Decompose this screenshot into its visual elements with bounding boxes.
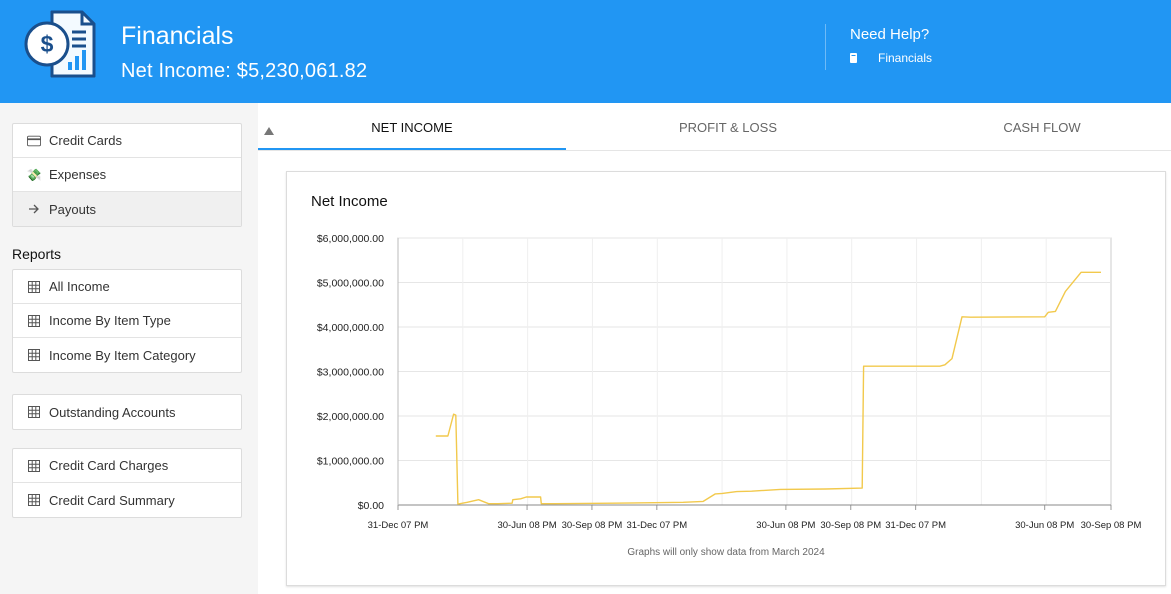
- y-tick-label: $5,000,000.00: [317, 278, 384, 290]
- credit-card-icon: [27, 134, 41, 148]
- tab-profit-loss[interactable]: PROFIT & LOSS: [678, 119, 777, 135]
- sidebar-item-label: All Income: [49, 279, 110, 294]
- sidebar-item-expenses[interactable]: 💸 Expenses: [13, 158, 241, 192]
- arrow-right-icon: [27, 202, 41, 216]
- y-tick-label: $0.00: [358, 500, 384, 512]
- reports-heading: Reports: [12, 246, 62, 262]
- sidebar-item-credit-cards[interactable]: Credit Cards: [13, 124, 241, 158]
- help-link-financials[interactable]: Financials: [850, 51, 932, 65]
- sidebar-item-credit-card-charges[interactable]: Credit Card Charges: [13, 449, 241, 483]
- net-income-chart: $0.00 $1,000,000.00 $2,000,000.00 $3,000,00…: [317, 233, 1142, 531]
- header-divider: [825, 24, 826, 70]
- series-line-net-income: [435, 271, 1101, 505]
- x-tick-label: 31-Dec 07 PM: [368, 520, 429, 531]
- help-title: Need Help?: [850, 26, 930, 43]
- page-title: Financials: [121, 22, 234, 50]
- grid-icon: [27, 280, 41, 294]
- sidebar-nav-group: Credit Cards 💸 Expenses Payouts: [12, 123, 242, 227]
- y-tick-label: $6,000,000.00: [317, 233, 384, 245]
- grid-icon: [27, 459, 41, 473]
- sidebar-item-label: Expenses: [49, 167, 107, 182]
- x-tick-label: 30-Sep 08 PM: [820, 520, 881, 531]
- expenses-icon: 💸: [26, 167, 42, 182]
- tab-net-income[interactable]: NET INCOME: [371, 119, 453, 135]
- grid-icon: [27, 405, 41, 419]
- x-tick-label: 31-Dec 07 PM: [626, 520, 687, 531]
- sidebar-item-income-by-item-category[interactable]: Income By Item Category: [13, 338, 241, 372]
- report-tabs: NET INCOME PROFIT & LOSS CASH FLOW: [258, 103, 1171, 151]
- y-tick-label: $4,000,000.00: [317, 322, 384, 334]
- x-tick-label: 31-Dec 07 PM: [885, 520, 946, 531]
- x-tick-label: 30-Jun 08 PM: [756, 520, 815, 531]
- grid-icon: [27, 314, 41, 328]
- sidebar-item-income-by-item-type[interactable]: Income By Item Type: [13, 304, 241, 338]
- sidebar-item-label: Credit Cards: [49, 133, 122, 148]
- sidebar-item-all-income[interactable]: All Income: [13, 270, 241, 304]
- sidebar-item-label: Payouts: [49, 201, 96, 217]
- tab-cash-flow[interactable]: CASH FLOW: [1003, 119, 1081, 135]
- credit-card-reports-group: Credit Card Charges Credit Card Summary: [12, 448, 242, 518]
- financials-document-icon: $: [24, 10, 96, 78]
- sidebar-item-label: Income By Item Type: [49, 313, 171, 328]
- x-tick-label: 30-Sep 08 PM: [1081, 520, 1142, 531]
- chart-note: Graphs will only show data from March 20…: [627, 547, 825, 558]
- sidebar-item-label: Credit Card Charges: [49, 458, 169, 473]
- x-tick-label: 30-Sep 08 PM: [562, 520, 623, 531]
- y-tick-label: $2,000,000.00: [317, 411, 384, 423]
- svg-text:$: $: [41, 31, 54, 57]
- x-tick-label: 30-Jun 08 PM: [497, 520, 556, 531]
- sidebar-item-credit-card-summary[interactable]: Credit Card Summary: [13, 483, 241, 517]
- reports-group: All Income Income By Item Type Income By…: [12, 269, 242, 373]
- sidebar-item-label: Income By Item Category: [49, 347, 196, 363]
- y-tick-label: $3,000,000.00: [317, 367, 384, 379]
- accounts-group: Outstanding Accounts: [12, 394, 242, 430]
- book-icon: [850, 53, 857, 63]
- net-income-summary: Net Income: $5,230,061.82: [121, 60, 368, 82]
- net-income-card: Net Income $0.00 $1,000,000.00 $2,000,000.…: [286, 171, 1166, 586]
- sidebar-item-label: Outstanding Accounts: [49, 404, 176, 420]
- app-header: $ Financials Net Income: $5,230,061.82 N…: [0, 0, 1171, 103]
- help-link-label: Financials: [878, 51, 933, 65]
- sidebar: Credit Cards 💸 Expenses Payouts Reports …: [0, 103, 258, 594]
- x-tick-label: 30-Jun 08 PM: [1015, 520, 1074, 531]
- grid-icon: [27, 348, 41, 362]
- collapse-sidebar-icon[interactable]: [263, 126, 275, 136]
- card-title: Net Income: [311, 193, 388, 210]
- sidebar-item-label: Credit Card Summary: [49, 492, 175, 508]
- sidebar-item-payouts[interactable]: Payouts: [13, 192, 241, 226]
- active-tab-indicator: [258, 148, 566, 150]
- sidebar-item-outstanding-accounts[interactable]: Outstanding Accounts: [13, 395, 241, 429]
- y-tick-label: $1,000,000.00: [317, 456, 384, 468]
- grid-icon: [27, 493, 41, 507]
